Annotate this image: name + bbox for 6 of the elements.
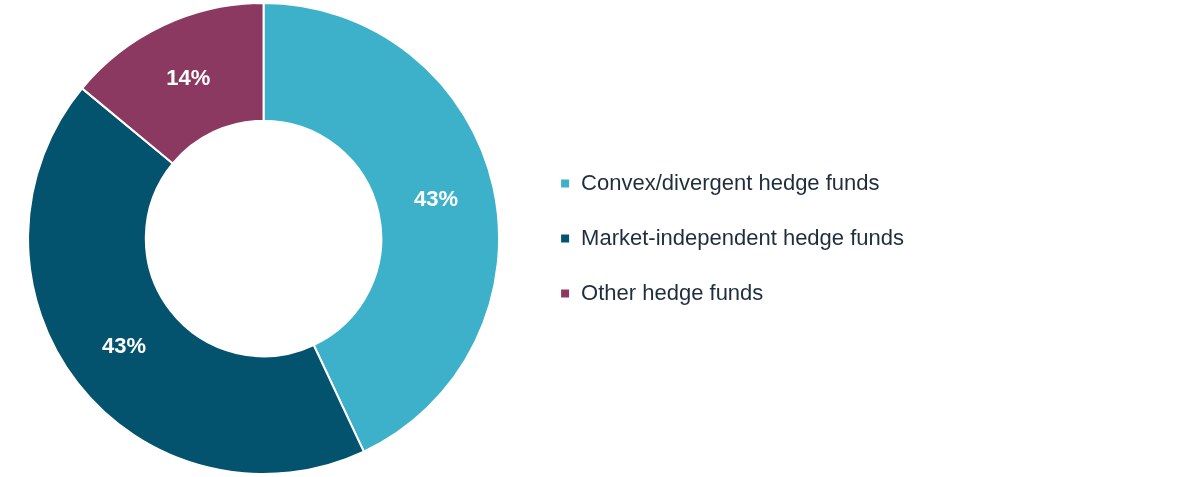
legend-label: Market-independent hedge funds [581,224,905,250]
data-label: 43% [101,332,147,358]
legend-label: Convex/divergent hedge funds [581,169,880,195]
data-label: 14% [166,64,211,90]
data-label: 43% [413,186,458,212]
legend-label: Other hedge funds [581,279,764,305]
